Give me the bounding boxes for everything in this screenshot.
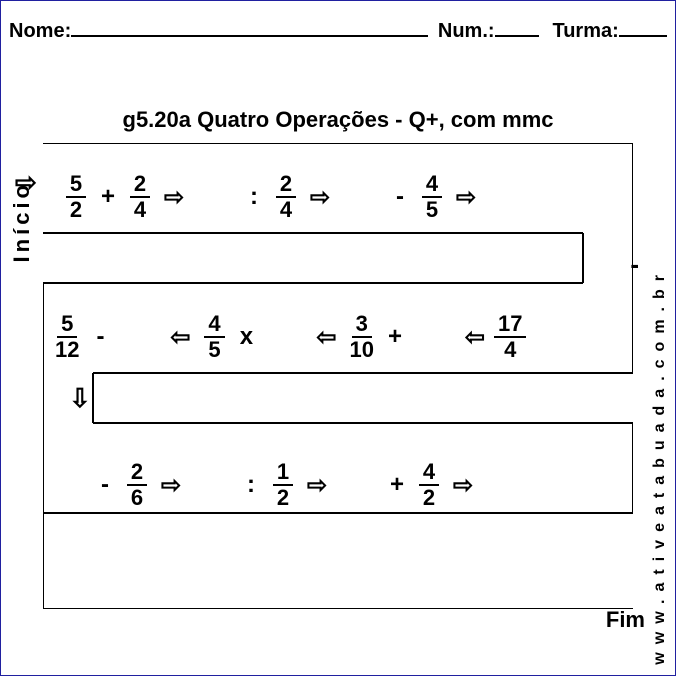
op-times: x [237,323,255,351]
worksheet-title: g5.20a Quatro Operações - Q+, com mmc [1,107,675,133]
op-minus: - [91,323,109,351]
arrow-right-icon: ⇨ [160,471,182,500]
class-label: Turma: [552,20,618,43]
fraction: 12 [268,460,298,510]
op-minus: - [96,471,114,499]
num-line [495,19,539,37]
fraction: 310 [345,312,377,362]
start-arrow-icon: ⇨ [15,167,37,198]
expression-row-1: 52 + 24 ⇨ : 24 ⇨ - 45 ⇨ [61,161,477,233]
op-plus: + [386,323,404,351]
arrow-right-icon: ⇨ [163,183,185,212]
fraction: 45 [199,312,229,362]
connector-minus: - [630,249,639,280]
arrow-right-icon: ⇨ [306,471,328,500]
num-label: Num.: [438,20,495,43]
arrow-left-icon: ⇦ [315,323,337,352]
op-plus: + [99,183,117,211]
worksheet-header: Nome: Num.: Turma: [9,19,667,43]
arrow-left-icon: ⇦ [464,323,486,352]
arrow-left-icon: ⇦ [169,323,191,352]
fraction: 512 [51,312,83,362]
arrow-right-icon: ⇨ [452,471,474,500]
arrow-right-icon: ⇨ [455,183,477,212]
side-url: www.ativeatabuada.com.br [651,267,669,665]
name-label: Nome: [9,20,71,43]
arrow-right-icon: ⇨ [309,183,331,212]
expression-row-3: - 26 ⇨ : 12 ⇨ + 42 ⇨ [96,449,474,521]
op-minus: - [391,183,409,211]
fraction: 42 [414,460,444,510]
op-divide: : [242,471,260,499]
fraction: 26 [122,460,152,510]
arrow-down-icon: ⇩ [69,383,91,414]
op-plus: + [388,471,406,499]
fraction: 24 [271,172,301,222]
fraction: 174 [494,312,526,362]
end-label: Fim [606,607,645,633]
fraction: 24 [125,172,155,222]
expression-row-2: 512 - ⇦ 45 x ⇦ 310 + ⇦ 174 [51,301,526,373]
fraction: 45 [417,172,447,222]
name-line [71,19,428,37]
class-line [619,19,667,37]
op-divide: : [245,183,263,211]
fraction: 52 [61,172,91,222]
